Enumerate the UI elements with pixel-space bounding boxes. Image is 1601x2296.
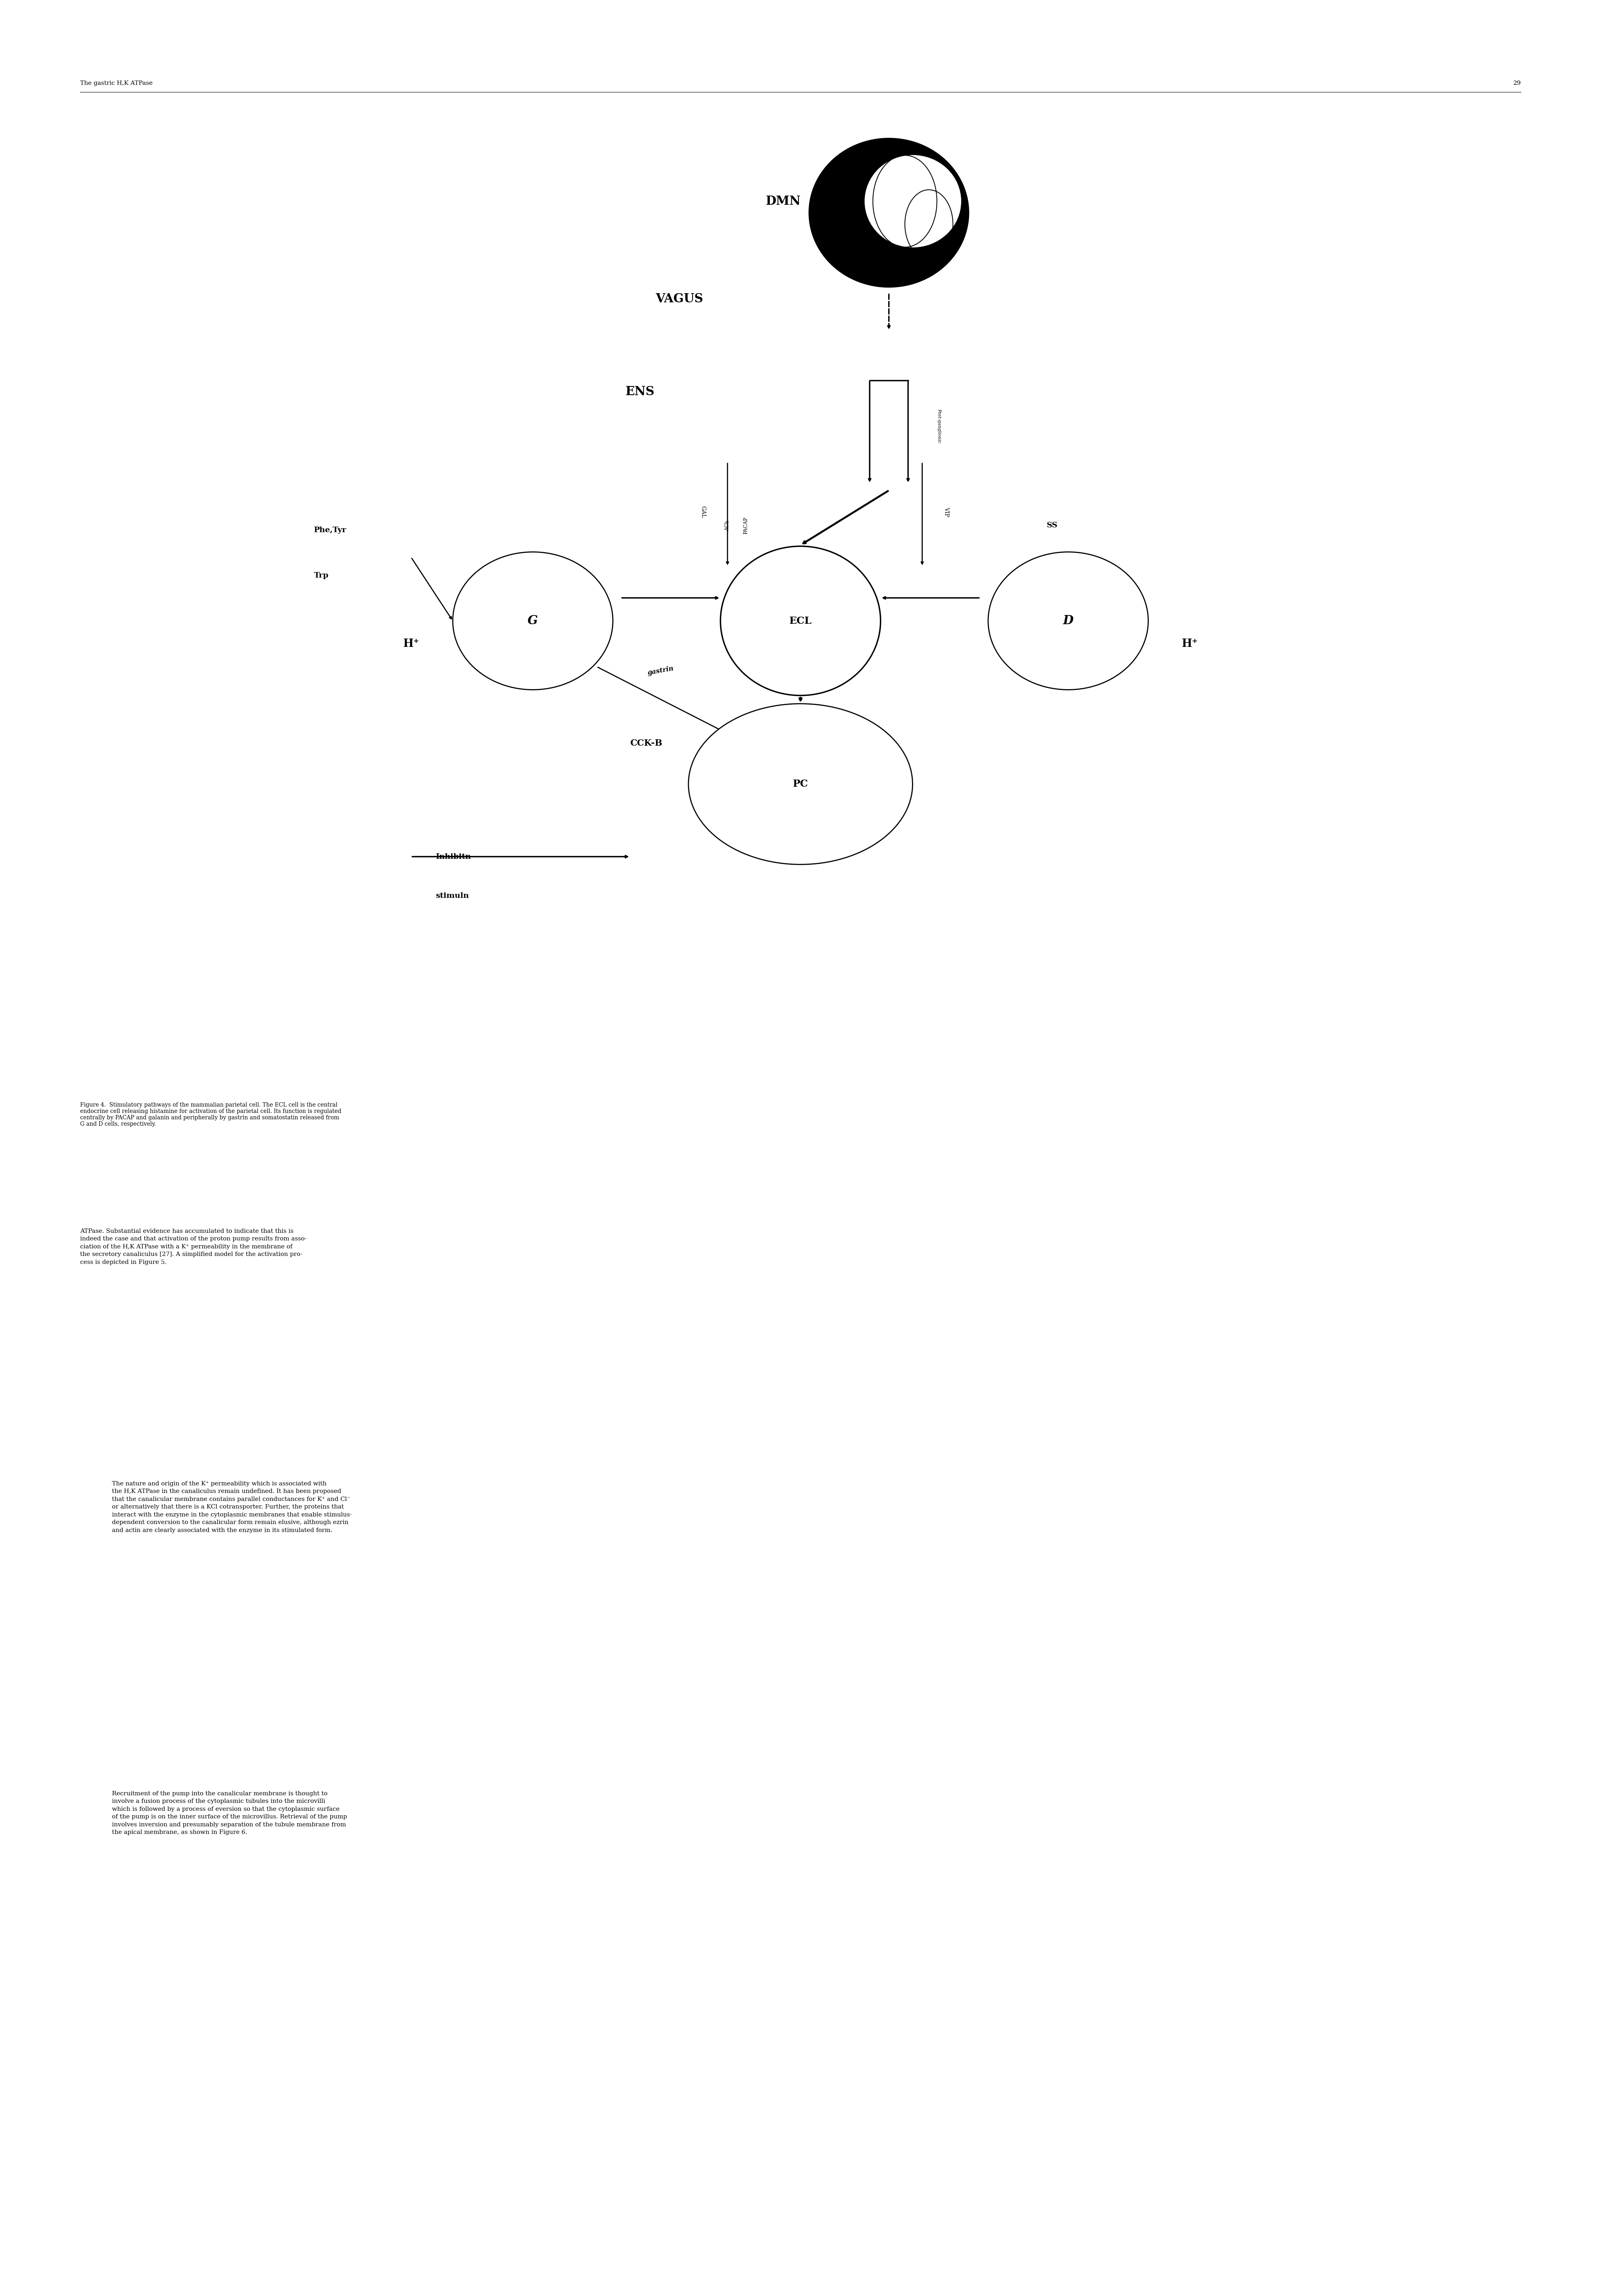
Text: DMN: DMN [765,195,800,207]
Text: ATPase. Substantial evidence has accumulated to indicate that this is
indeed the: ATPase. Substantial evidence has accumul… [80,1228,307,1265]
Text: H⁺: H⁺ [403,638,419,650]
Text: G: G [528,615,538,627]
Text: VAGUS: VAGUS [655,292,703,305]
Ellipse shape [453,551,613,689]
Text: Trp: Trp [314,572,328,579]
Text: Phe,Tyr: Phe,Tyr [314,526,346,533]
Text: SS: SS [1047,521,1058,528]
Ellipse shape [720,546,881,696]
Text: gastrin: gastrin [647,666,674,677]
Text: PC: PC [792,778,809,790]
Ellipse shape [688,703,913,863]
Text: VIP: VIP [943,507,949,517]
Text: 29: 29 [1513,80,1521,85]
Text: The nature and origin of the K⁺ permeability which is associated with
the H,K AT: The nature and origin of the K⁺ permeabi… [112,1481,352,1534]
Text: Recruitment of the pump into the canalicular membrane is thought to
involve a fu: Recruitment of the pump into the canalic… [112,1791,347,1835]
Text: D: D [1063,615,1073,627]
Text: Inhibitn: Inhibitn [435,854,471,861]
Text: ECL: ECL [789,615,812,625]
Text: GAL: GAL [700,505,706,519]
Text: ENS: ENS [626,386,655,397]
Text: ACh: ACh [725,521,730,530]
Ellipse shape [865,156,961,248]
Text: Post-ganglionic: Post-ganglionic [937,409,941,443]
Text: PACAP: PACAP [743,517,748,535]
Text: H2m3: H2m3 [776,739,807,748]
Ellipse shape [988,551,1148,689]
Ellipse shape [809,138,969,287]
Text: Figure 4.  Stimulatory pathways of the mammalian parietal cell. The ECL cell is : Figure 4. Stimulatory pathways of the ma… [80,1102,341,1127]
Text: H⁺: H⁺ [1182,638,1198,650]
Text: The gastric H,K ATPase: The gastric H,K ATPase [80,80,152,85]
Text: CCK-B: CCK-B [631,739,663,748]
Text: stimuln: stimuln [435,893,469,900]
